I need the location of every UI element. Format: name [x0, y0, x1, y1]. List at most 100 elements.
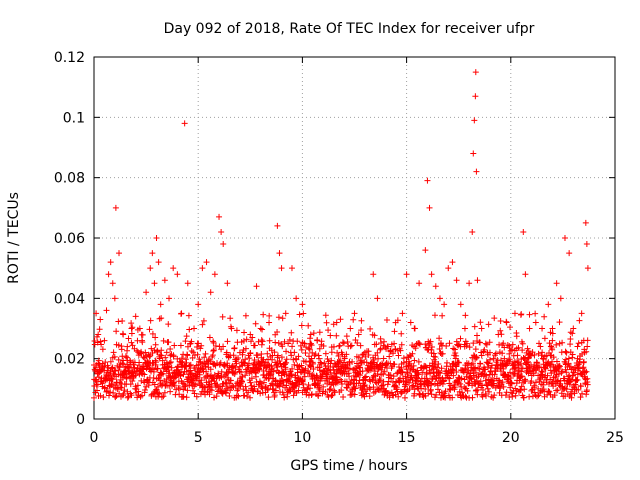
data-point [335, 353, 342, 360]
data-point [357, 342, 364, 349]
chart-title: Day 092 of 2018, Rate Of TEC Index for r… [164, 21, 535, 37]
data-point [139, 331, 146, 338]
data-point [227, 315, 234, 322]
data-point [98, 368, 105, 375]
data-point [247, 394, 254, 401]
data-point [556, 363, 563, 370]
data-point [348, 342, 355, 349]
data-point [316, 345, 323, 352]
data-point [525, 355, 532, 362]
data-point [499, 350, 506, 357]
data-point [567, 335, 574, 342]
data-point [256, 366, 263, 373]
data-point [473, 354, 480, 361]
data-point [566, 381, 573, 388]
data-point [531, 382, 538, 389]
data-point [327, 385, 334, 392]
data-point [191, 390, 198, 397]
data-point [247, 338, 254, 345]
data-point [550, 354, 557, 361]
data-point [109, 376, 116, 383]
data-point [352, 385, 359, 392]
data-point [166, 360, 173, 367]
data-point [500, 383, 507, 390]
data-point [118, 346, 125, 353]
data-point [559, 339, 566, 346]
data-point [469, 228, 476, 235]
data-point [539, 325, 546, 332]
data-point [502, 392, 509, 399]
data-point [293, 356, 300, 363]
data-point [555, 377, 562, 384]
data-point [151, 280, 158, 287]
data-point [351, 391, 358, 398]
data-point [381, 338, 388, 345]
data-point [563, 369, 570, 376]
data-point [158, 394, 165, 401]
data-point [427, 338, 434, 345]
data-point [304, 385, 311, 392]
data-point [434, 364, 441, 371]
data-point [238, 369, 245, 376]
data-point [154, 348, 161, 355]
data-point [549, 330, 556, 337]
data-point [328, 357, 335, 364]
data-point [361, 374, 368, 381]
data-point [491, 315, 498, 322]
data-point [305, 381, 312, 388]
data-point [486, 388, 493, 395]
data-point [318, 360, 325, 367]
data-point [577, 394, 584, 401]
data-point [149, 250, 156, 257]
data-point [424, 378, 431, 385]
data-point [584, 343, 591, 350]
data-point [201, 354, 208, 361]
data-point [321, 360, 328, 367]
data-point [274, 329, 281, 336]
data-point [282, 310, 289, 317]
data-point [411, 325, 418, 332]
data-point [183, 394, 190, 401]
data-point [453, 369, 460, 376]
data-point [180, 393, 187, 400]
data-point [328, 392, 335, 399]
data-point [308, 342, 315, 349]
data-point [524, 345, 531, 352]
data-point [160, 370, 167, 377]
data-point [155, 383, 162, 390]
data-point [409, 376, 416, 383]
data-point [359, 351, 366, 358]
data-point [218, 368, 225, 375]
data-point [528, 352, 535, 359]
data-point [272, 339, 279, 346]
data-point [373, 341, 380, 348]
data-point [248, 382, 255, 389]
data-point [251, 342, 258, 349]
data-point [461, 325, 468, 332]
data-point [361, 393, 368, 400]
data-point [111, 353, 118, 360]
data-point [297, 342, 304, 349]
data-point [474, 386, 481, 393]
data-point [210, 346, 217, 353]
data-point [163, 349, 170, 356]
data-point [132, 313, 139, 320]
data-point [369, 377, 376, 384]
data-point [154, 365, 161, 372]
data-point [129, 377, 136, 384]
data-point [380, 355, 387, 362]
data-point [485, 321, 492, 328]
data-point [268, 380, 275, 387]
data-point [180, 386, 187, 393]
data-point [288, 329, 295, 336]
data-point [152, 359, 159, 366]
data-point [179, 380, 186, 387]
data-point [227, 387, 234, 394]
data-point [248, 375, 255, 382]
data-point [519, 347, 526, 354]
data-point [536, 340, 543, 347]
data-point [270, 386, 277, 393]
data-point [93, 310, 100, 317]
y-tick-label: 0.06 [54, 231, 85, 247]
